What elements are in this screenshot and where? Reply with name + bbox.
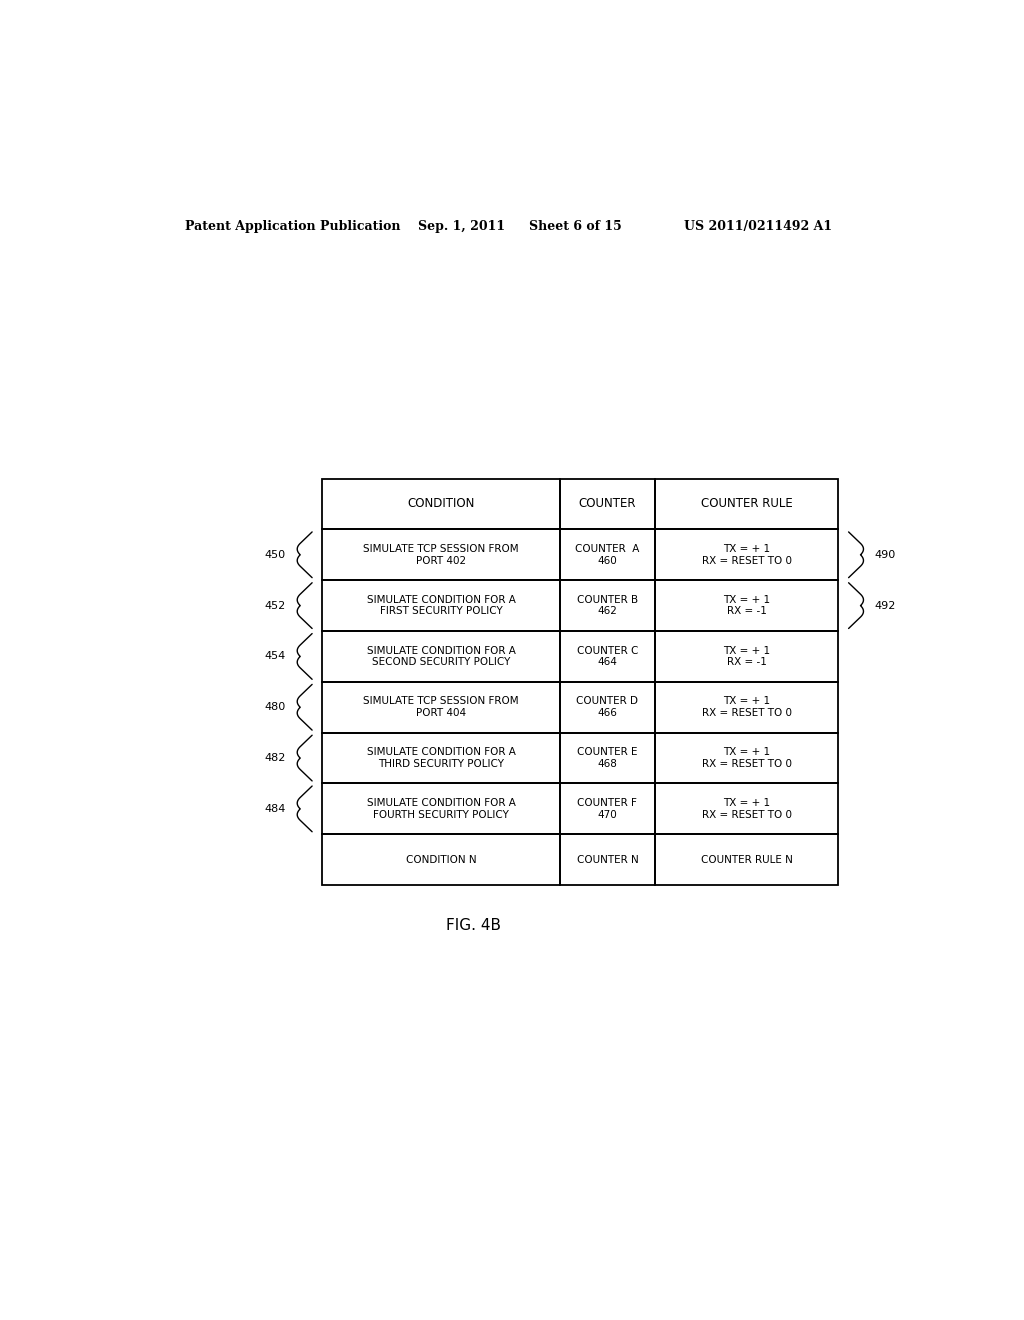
Text: 490: 490 (874, 550, 896, 560)
Text: SIMULATE CONDITION FOR A
SECOND SECURITY POLICY: SIMULATE CONDITION FOR A SECOND SECURITY… (367, 645, 515, 667)
Text: COUNTER RULE: COUNTER RULE (700, 498, 793, 511)
Text: TX = + 1
RX = RESET TO 0: TX = + 1 RX = RESET TO 0 (701, 799, 792, 820)
Text: 450: 450 (265, 550, 286, 560)
Text: COUNTER RULE N: COUNTER RULE N (700, 855, 793, 865)
Text: 492: 492 (874, 601, 896, 611)
Text: SIMULATE CONDITION FOR A
FIRST SECURITY POLICY: SIMULATE CONDITION FOR A FIRST SECURITY … (367, 595, 515, 616)
Text: COUNTER N: COUNTER N (577, 855, 638, 865)
Text: SIMULATE TCP SESSION FROM
PORT 402: SIMULATE TCP SESSION FROM PORT 402 (364, 544, 519, 565)
Text: SIMULATE CONDITION FOR A
FOURTH SECURITY POLICY: SIMULATE CONDITION FOR A FOURTH SECURITY… (367, 799, 515, 820)
Text: CONDITION: CONDITION (408, 498, 475, 511)
Text: Patent Application Publication: Patent Application Publication (185, 220, 400, 234)
Text: 480: 480 (264, 702, 286, 713)
Text: COUNTER E
468: COUNTER E 468 (578, 747, 638, 768)
Text: TX = + 1
RX = RESET TO 0: TX = + 1 RX = RESET TO 0 (701, 697, 792, 718)
Text: SIMULATE TCP SESSION FROM
PORT 404: SIMULATE TCP SESSION FROM PORT 404 (364, 697, 519, 718)
Text: TX = + 1
RX = -1: TX = + 1 RX = -1 (723, 595, 770, 616)
Text: COUNTER B
462: COUNTER B 462 (577, 595, 638, 616)
Text: 454: 454 (264, 652, 286, 661)
Text: 482: 482 (264, 754, 286, 763)
Text: TX = + 1
RX = -1: TX = + 1 RX = -1 (723, 645, 770, 667)
Text: COUNTER  A
460: COUNTER A 460 (575, 544, 640, 565)
Text: Sheet 6 of 15: Sheet 6 of 15 (528, 220, 622, 234)
Text: TX = + 1
RX = RESET TO 0: TX = + 1 RX = RESET TO 0 (701, 544, 792, 565)
Text: COUNTER D
466: COUNTER D 466 (577, 697, 638, 718)
Text: TX = + 1
RX = RESET TO 0: TX = + 1 RX = RESET TO 0 (701, 747, 792, 768)
Text: 484: 484 (264, 804, 286, 814)
Text: Sep. 1, 2011: Sep. 1, 2011 (418, 220, 505, 234)
Text: SIMULATE CONDITION FOR A
THIRD SECURITY POLICY: SIMULATE CONDITION FOR A THIRD SECURITY … (367, 747, 515, 768)
Text: US 2011/0211492 A1: US 2011/0211492 A1 (684, 220, 831, 234)
Text: COUNTER: COUNTER (579, 498, 636, 511)
Text: CONDITION N: CONDITION N (406, 855, 476, 865)
Text: COUNTER F
470: COUNTER F 470 (578, 799, 637, 820)
Text: 452: 452 (264, 601, 286, 611)
Text: COUNTER C
464: COUNTER C 464 (577, 645, 638, 667)
Text: FIG. 4B: FIG. 4B (445, 919, 501, 933)
